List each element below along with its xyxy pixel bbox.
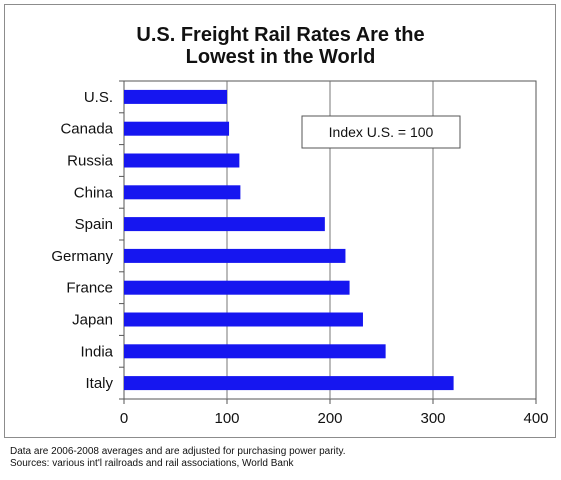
- bar-france: [124, 280, 350, 295]
- chart-title: U.S. Freight Rail Rates Are the Lowest i…: [0, 24, 561, 68]
- x-tick-label-0: 0: [120, 410, 128, 427]
- bar-china: [124, 185, 241, 200]
- category-label-china: China: [74, 184, 114, 201]
- annotation-box: [301, 115, 461, 149]
- bar-spain: [124, 217, 325, 232]
- category-label-canada: Canada: [60, 121, 113, 138]
- category-label-russia: Russia: [67, 153, 114, 170]
- bar-chart: U.S. Canada Russia China Spain Germany France J…: [51, 80, 549, 427]
- bar-germany: [124, 248, 346, 263]
- chart-title-line-2: Lowest in the World: [185, 46, 376, 68]
- category-label-germany: Germany: [51, 248, 113, 265]
- bar-india: [124, 344, 386, 359]
- category-label-us: U.S.: [84, 89, 113, 106]
- note-data-description: Data are 2006-2008 averages and are adju…: [10, 446, 346, 457]
- bar-us: [124, 89, 227, 104]
- category-label-italy: Italy: [85, 375, 113, 392]
- x-tick-label-400: 400: [523, 410, 548, 427]
- bar-russia: [124, 153, 240, 168]
- x-tick-label-100: 100: [214, 410, 239, 427]
- x-tick-label-300: 300: [420, 410, 445, 427]
- bar-japan: [124, 312, 363, 327]
- bar-italy: [124, 376, 454, 391]
- category-label-japan: Japan: [72, 312, 113, 329]
- category-label-india: India: [80, 343, 113, 360]
- chart-notes: Data are 2006-2008 averages and are adju…: [10, 446, 555, 470]
- x-tick-label-200: 200: [317, 410, 342, 427]
- category-label-spain: Spain: [75, 216, 113, 233]
- bar-canada: [124, 121, 230, 136]
- category-label-france: France: [66, 280, 113, 297]
- annotation-text: Index U.S. = 100: [329, 124, 434, 140]
- chart-title-line-1: U.S. Freight Rail Rates Are the: [136, 24, 425, 46]
- note-sources: Sources: various int'l railroads and rai…: [10, 458, 294, 469]
